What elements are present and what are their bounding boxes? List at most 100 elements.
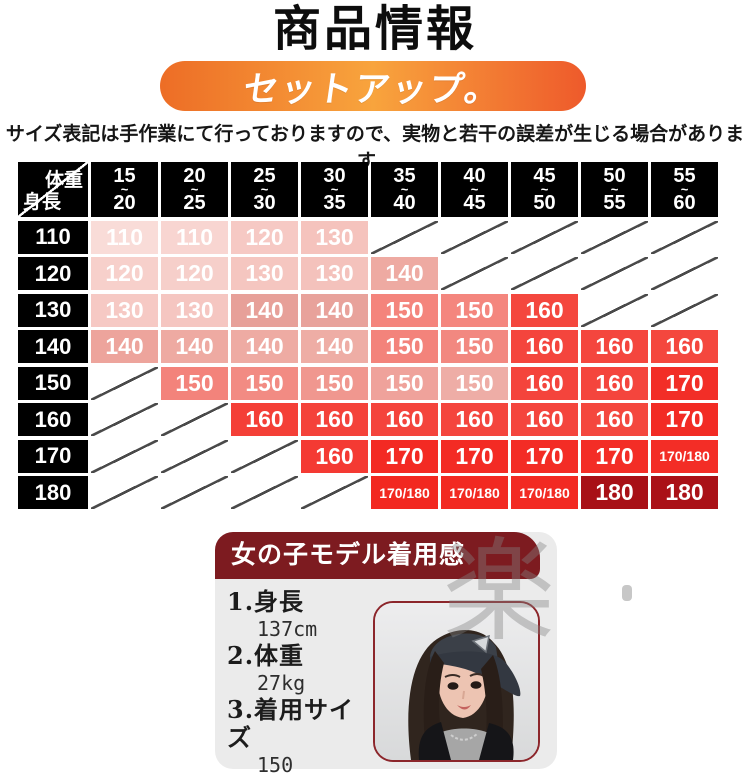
size-cell-empty: [91, 476, 158, 509]
size-cell: 150: [161, 366, 228, 400]
tilde-separator: ~: [400, 181, 409, 197]
size-cell: 150: [441, 293, 508, 327]
size-cell: 160: [581, 366, 648, 400]
setup-banner-label: セットアップ。: [240, 69, 505, 109]
size-cell: 160: [301, 403, 368, 436]
weight-min: 45: [533, 164, 556, 187]
size-cell: 130: [91, 293, 158, 327]
size-cell-empty: [511, 257, 578, 290]
nose: [462, 690, 465, 700]
weight-min: 25: [253, 164, 276, 187]
weight-range-header: 40 ~45: [441, 162, 508, 217]
weight-range-header: 15 ~20: [91, 162, 158, 217]
height-row-label: 120: [18, 257, 88, 290]
fit-item-value: 137cm: [257, 617, 318, 641]
weight-range-header: 45 ~50: [511, 162, 578, 217]
weight-min: 15: [113, 164, 136, 187]
size-cell: 140: [161, 330, 228, 363]
model-fit-card: 女の子モデル着用感 1.身長 137cm 2.体重 27kg 3.着用サイズ 150: [215, 532, 557, 777]
size-cell: 170: [511, 439, 578, 473]
weight-min: 55: [673, 164, 696, 187]
weight-axis-label: 体重: [44, 170, 83, 191]
tilde-separator: ~: [680, 181, 689, 197]
cap-badge: [471, 634, 490, 654]
vest-left: [418, 722, 451, 760]
lips: [457, 705, 471, 710]
weight-max: 20: [113, 191, 136, 214]
size-cell: 180: [651, 476, 718, 509]
height-axis-label: 身長: [23, 192, 62, 213]
size-cell: 160: [441, 403, 508, 436]
size-cell: 140: [231, 330, 298, 363]
weight-max: 35: [323, 191, 346, 214]
fit-item-value: 27kg: [257, 671, 306, 695]
size-cell: 130: [301, 257, 368, 290]
height-row-label: 150: [18, 366, 88, 400]
size-cell-empty: [371, 220, 438, 254]
eye-right: [470, 681, 482, 689]
size-cell: 150: [371, 366, 438, 400]
size-cell-empty: [161, 439, 228, 473]
size-cell: 160: [581, 330, 648, 363]
model-fit-list: 1.身長 137cm 2.体重 27kg 3.着用サイズ 150: [227, 588, 377, 778]
size-cell: 120: [161, 257, 228, 290]
size-cell: 160: [511, 366, 578, 400]
eye-left: [447, 682, 459, 690]
weight-min: 40: [463, 164, 486, 187]
weight-max: 30: [253, 191, 276, 214]
weight-max: 60: [673, 191, 696, 214]
size-cell: 140: [371, 257, 438, 290]
weight-min: 20: [183, 164, 206, 187]
tilde-separator: ~: [470, 181, 479, 197]
size-cell: 160: [581, 403, 648, 436]
size-cell: 170: [651, 366, 718, 400]
weight-range-header: 30 ~35: [301, 162, 368, 217]
weight-range-header: 55 ~60: [651, 162, 718, 217]
size-cell: 160: [511, 293, 578, 327]
size-cell: 170: [441, 439, 508, 473]
size-cell-empty: [581, 220, 648, 254]
eyebrow-left: [444, 674, 461, 678]
size-cell-empty: [441, 257, 508, 290]
size-cell-empty: [231, 476, 298, 509]
size-cell-empty: [581, 257, 648, 290]
height-row-label: 160: [18, 403, 88, 436]
size-cell: 110: [161, 220, 228, 254]
size-cell-empty: [231, 439, 298, 473]
size-cell: 170: [581, 439, 648, 473]
tilde-separator: ~: [190, 181, 199, 197]
size-cell: 160: [371, 403, 438, 436]
weight-range-header: 25 ~30: [231, 162, 298, 217]
size-cell-empty: [511, 220, 578, 254]
size-cell: 150: [301, 366, 368, 400]
size-cell: 170: [371, 439, 438, 473]
size-cell: 140: [301, 293, 368, 327]
size-cell-empty: [301, 476, 368, 509]
height-row-label: 110: [18, 220, 88, 254]
size-cell-empty: [441, 220, 508, 254]
weight-min: 30: [323, 164, 346, 187]
weight-max: 40: [393, 191, 416, 214]
size-cell-empty: [91, 366, 158, 400]
size-cell: 150: [371, 330, 438, 363]
girl-model-illustration: [375, 603, 538, 760]
weight-max: 45: [463, 191, 486, 214]
corner-cell: 体重 身長: [18, 162, 88, 217]
size-cell-empty: [161, 403, 228, 436]
tilde-separator: ~: [610, 181, 619, 197]
fit-item-value: 150: [257, 753, 294, 777]
fit-item-label: 3.着用サイズ: [227, 695, 355, 752]
model-fit-card-header: 女の子モデル着用感: [215, 532, 540, 579]
height-row-label: 130: [18, 293, 88, 327]
setup-banner: セットアップ。: [160, 61, 586, 111]
size-cell: 120: [231, 220, 298, 254]
size-cell: 130: [231, 257, 298, 290]
size-cell: 180: [581, 476, 648, 509]
size-cell: 160: [301, 439, 368, 473]
size-cell: 150: [231, 366, 298, 400]
tilde-separator: ~: [540, 181, 549, 197]
weight-min: 35: [393, 164, 416, 187]
size-cell-empty: [651, 220, 718, 254]
size-cell: 110: [91, 220, 158, 254]
tilde-separator: ~: [120, 181, 129, 197]
